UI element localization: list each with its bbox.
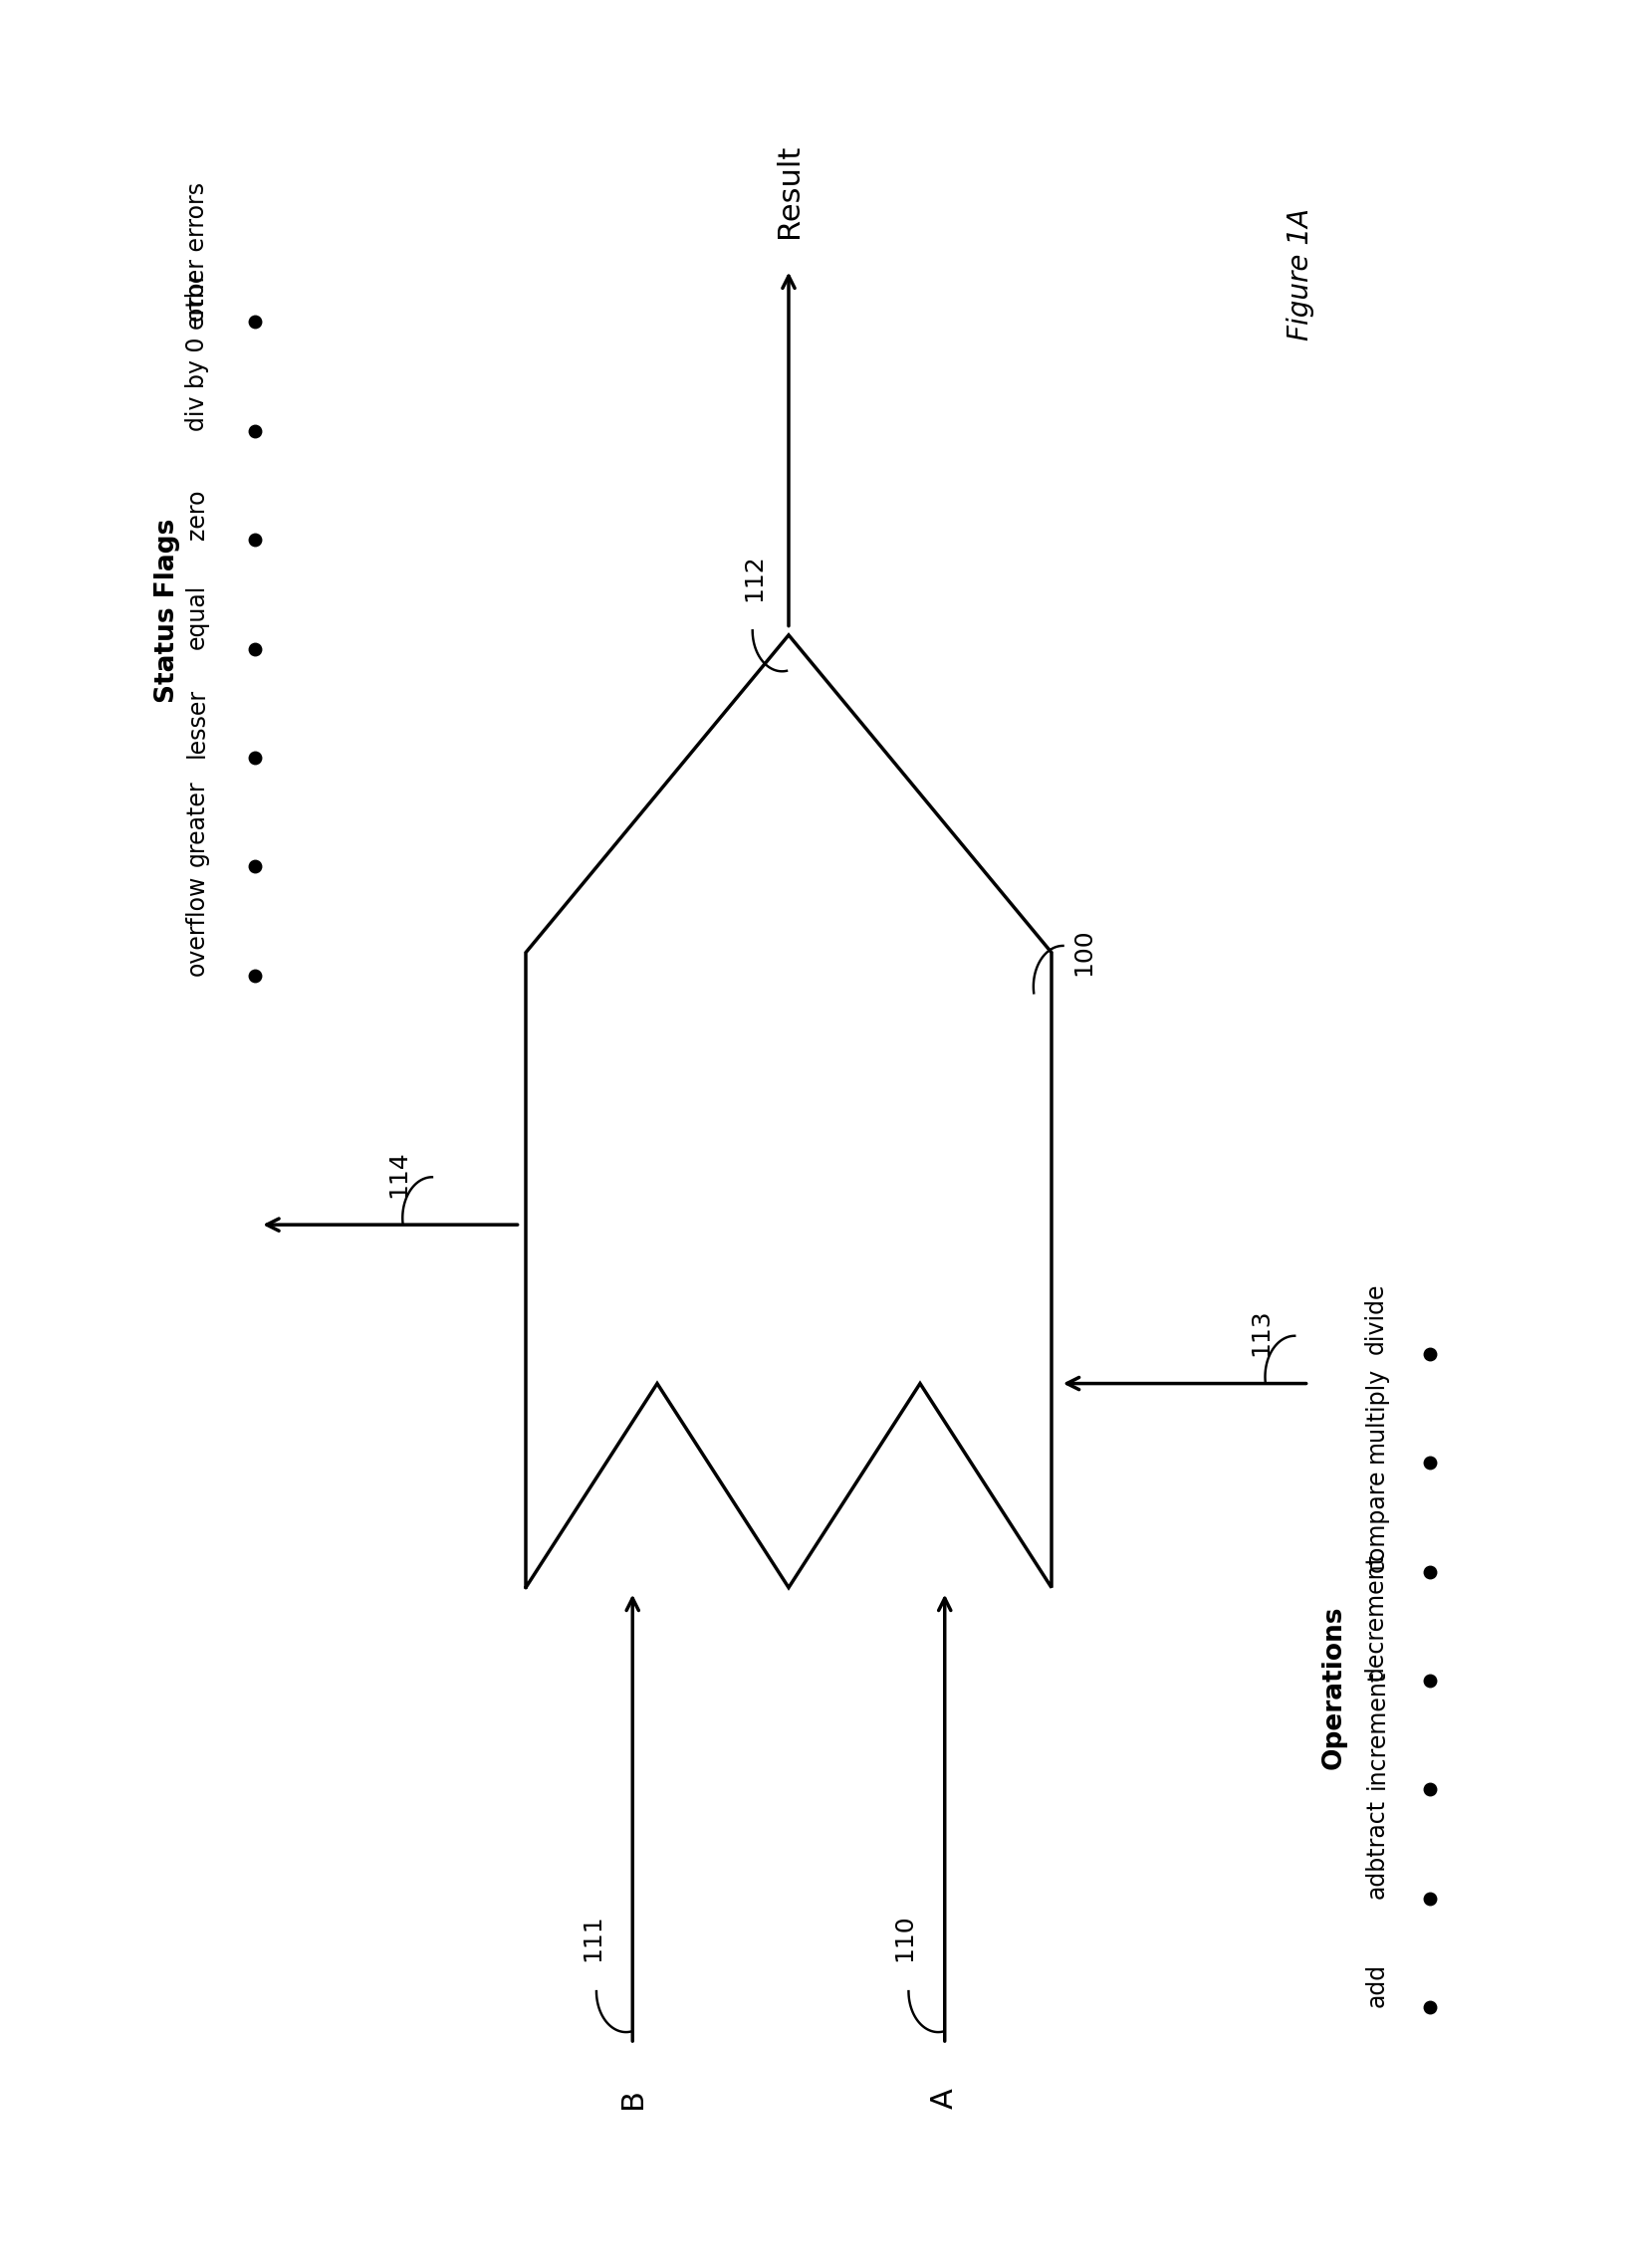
Text: compare: compare xyxy=(1364,1470,1388,1572)
Text: greater: greater xyxy=(184,780,209,866)
Text: A: A xyxy=(930,2087,960,2109)
Text: decrement: decrement xyxy=(1364,1554,1388,1681)
Text: zero: zero xyxy=(184,490,209,540)
Text: 111: 111 xyxy=(580,1914,605,1962)
Text: 110: 110 xyxy=(892,1914,917,1962)
Text: increment: increment xyxy=(1364,1669,1388,1789)
Text: multiply: multiply xyxy=(1364,1368,1388,1463)
Text: 112: 112 xyxy=(741,553,766,601)
Text: lesser: lesser xyxy=(184,687,209,758)
Text: B: B xyxy=(618,2087,647,2109)
Text: Operations: Operations xyxy=(1321,1606,1347,1769)
Text: Figure 1A: Figure 1A xyxy=(1286,209,1314,340)
Text: div by 0 error: div by 0 error xyxy=(184,272,209,431)
Text: add: add xyxy=(1364,1964,1388,2007)
Text: Result: Result xyxy=(774,145,803,238)
Text: adbtract: adbtract xyxy=(1364,1799,1388,1898)
Text: 113: 113 xyxy=(1249,1309,1273,1356)
Text: 114: 114 xyxy=(386,1150,411,1198)
Text: 100: 100 xyxy=(1071,928,1096,975)
Text: Status Flags: Status Flags xyxy=(154,519,181,703)
Text: equal: equal xyxy=(184,583,209,649)
Text: other errors: other errors xyxy=(184,181,209,322)
Text: divide: divide xyxy=(1364,1284,1388,1354)
Text: overflow: overflow xyxy=(184,873,209,975)
